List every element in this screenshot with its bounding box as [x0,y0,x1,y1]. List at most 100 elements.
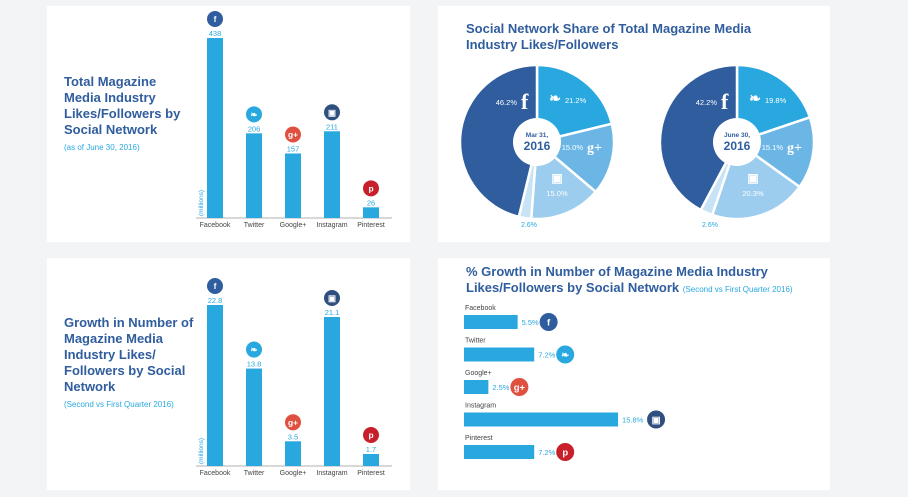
category-label: Pinterest [357,470,385,477]
data-label: 7.2% [538,351,555,360]
bar-facebook [207,38,223,218]
twitter-icon: ❧ [749,92,761,107]
facebook-icon-glyph: f [214,14,217,24]
category-label: Facebook [200,222,231,229]
data-label: 7.2% [538,448,555,457]
total-likes-card [47,6,410,242]
category-label: Instagram [465,403,496,410]
pie-slice-google-plus [734,115,816,189]
pinterest-icon [363,180,379,197]
instagram-icon-glyph: ▣ [652,415,661,426]
google-plus-icon [285,414,301,431]
growth-card [47,258,410,490]
instagram-icon-glyph: ▣ [328,107,336,117]
pinterest-icon [363,426,379,443]
bar-instagram [324,317,340,466]
instagram-icon: ▣ [747,171,758,185]
twitter-icon [246,341,262,358]
category-label: Twitter [244,470,265,477]
pie-label: 46.2% [496,98,518,107]
bar-instagram [464,412,619,427]
facebook-icon: f [521,89,529,114]
facebook-icon-glyph: f [547,317,551,328]
data-label: 13.8 [247,360,262,369]
category-label: Google+ [465,370,492,377]
pie-center-year: 2016 [524,139,551,153]
twitter-icon-glyph: ❧ [250,109,257,119]
y-axis-label: (millions) [198,438,205,464]
category-label: Pinterest [465,435,493,442]
pie-center-date: Mar 31, [526,132,549,139]
pie-label: 42.2% [696,98,718,107]
category-label: Twitter [465,338,486,345]
data-label: 1.7 [366,445,376,454]
google-plus-icon [510,378,529,396]
chart-subtitle: (Second vs First Quarter 2016) [64,400,174,409]
instagram-icon: ▣ [551,171,562,185]
data-label: 22.8 [208,296,223,305]
data-label: 3.5 [288,432,298,441]
category-label: Facebook [465,305,496,312]
pie-label: 19.8% [765,96,787,105]
google-plus-icon [285,126,301,143]
bar-google-plus [285,441,301,466]
pinterest-icon-glyph: p [368,183,373,193]
category-label: Google+ [280,222,307,229]
google-plus-icon-glyph: g+ [514,382,526,393]
instagram-icon [324,104,340,121]
facebook-icon [207,11,223,27]
instagram-icon-glyph: ▣ [328,293,336,303]
category-label: Facebook [200,470,231,477]
data-label: 438 [209,29,222,38]
category-label: Instagram [316,470,347,477]
pie-slice-facebook [458,63,539,219]
pie-label: 21.2% [565,96,587,105]
data-label: 206 [248,124,261,133]
pie-center [513,118,561,166]
pie-label: 15.0% [562,143,584,152]
pie-label: 15.0% [546,189,568,198]
category-label: Google+ [280,470,307,477]
twitter-icon [246,106,262,123]
bar-pinterest [363,207,379,218]
chart-title: % Growth in Number of Magazine Media Ind… [466,264,768,295]
data-label: 15.8% [622,416,644,425]
pie-label: 2.6% [521,222,537,229]
data-label: 2.5% [492,383,509,392]
y-axis-label: (millions) [198,190,205,216]
bar-pinterest [464,445,535,459]
bar-facebook [464,315,518,329]
google-plus-icon: g+ [587,141,602,156]
category-label: Instagram [316,222,347,229]
pie-label: 15.1% [762,143,784,152]
growth-title: Growth in Number of Magazine Media Indus… [64,315,199,413]
facebook-icon-glyph: f [214,281,217,291]
bar-twitter [246,133,262,218]
pie-center [713,118,761,166]
twitter-icon-glyph: ❧ [561,350,569,361]
twitter-icon-glyph: ❧ [250,345,257,355]
bar-twitter [464,347,535,362]
pie-slice-facebook [658,63,739,212]
chart-title: Growth in Number of Magazine Media Indus… [64,315,194,394]
bar-pinterest [363,453,379,466]
category-label: Twitter [244,222,265,229]
pinterest-icon-glyph: p [368,430,373,440]
bar-facebook [207,305,223,466]
data-label: 26 [367,198,375,207]
bar-google-plus [285,153,301,218]
twitter-icon [556,345,575,364]
google-plus-icon: g+ [787,141,802,156]
data-label: 21.1 [325,308,340,317]
chart-subtitle: (as of June 30, 2016) [64,143,140,152]
total-likes-title: Total Magazine Media Industry Likes/Foll… [64,74,194,156]
google-plus-icon-glyph: g+ [288,417,298,427]
chart-title: Social Network Share of Total Magazine M… [466,21,752,52]
category-label: Pinterest [357,222,385,229]
pinterest-icon [556,443,575,461]
data-label: 211 [326,122,338,131]
chart-title: Total Magazine Media Industry Likes/Foll… [64,74,181,137]
chart-subtitle: (Second vs First Quarter 2016) [682,285,793,294]
facebook-icon: f [721,89,729,114]
